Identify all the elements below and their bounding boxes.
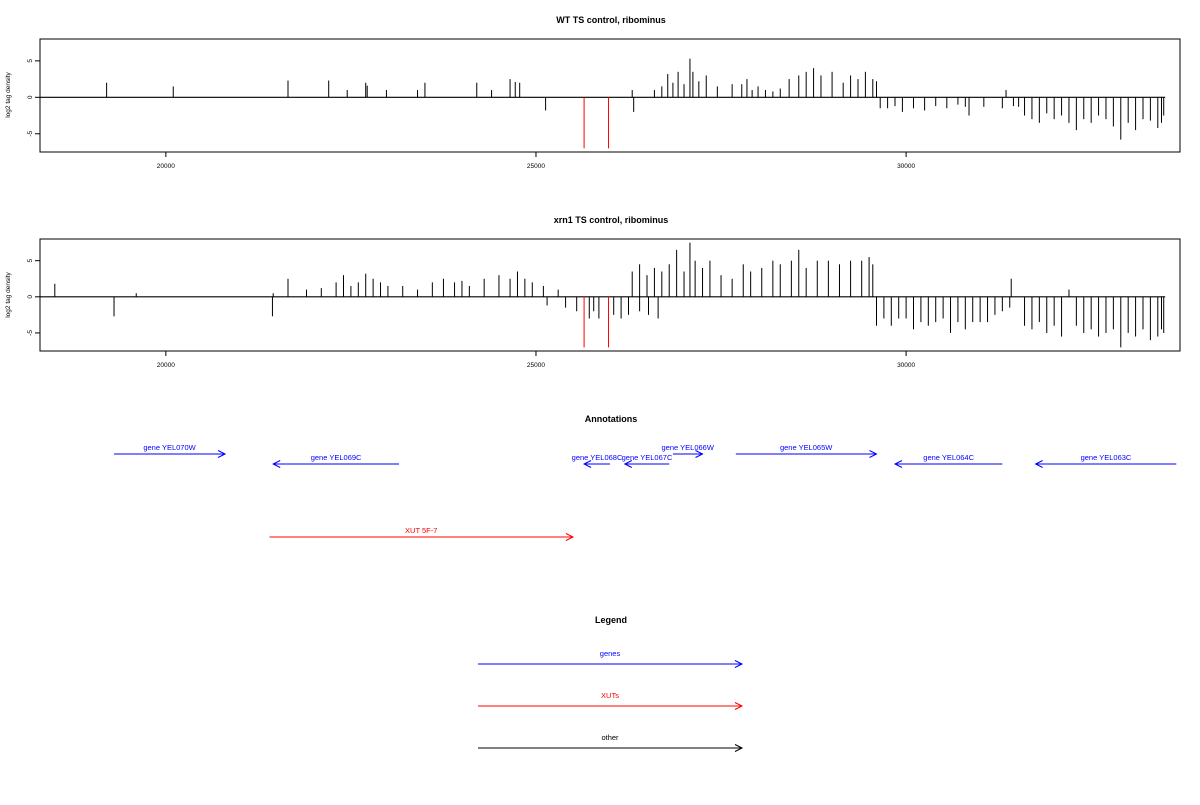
gene-arrow-head xyxy=(1034,460,1043,468)
gene-arrow-head xyxy=(272,460,281,468)
gene-label: gene YEL065W xyxy=(780,443,833,452)
gene-arrow-head xyxy=(582,460,592,468)
gene-arrow xyxy=(582,460,610,468)
annotations-title: Annotations xyxy=(585,414,638,424)
annotations-track: Annotations gene YEL070W gene YEL069C gene… xyxy=(114,414,1177,541)
gene-arrow xyxy=(623,460,670,468)
gene-arrow xyxy=(272,460,400,468)
legend-arrow-xut xyxy=(478,702,744,710)
panel-wt-title: WT TS control, ribominus xyxy=(556,15,666,25)
legend-label-xut: XUTs xyxy=(601,691,619,700)
x-tick-label-wt: 30000 xyxy=(897,163,915,170)
gene-label: gene YEL067C xyxy=(622,453,673,462)
gene-label: gene YEL069C xyxy=(311,453,362,462)
legend-arrow-other xyxy=(478,744,744,752)
gene-arrow xyxy=(114,450,227,458)
y-tick-label-xrn1: 5 xyxy=(27,258,34,262)
gene-arrow-head xyxy=(217,450,227,458)
panel-xrn1-ylabel: log2 tag density xyxy=(5,271,12,317)
y-tick-label-wt: -5 xyxy=(27,131,34,137)
x-tick-label-xrn1: 25000 xyxy=(527,362,545,369)
panel-wt: WT TS control, ribominus log2 tag densit… xyxy=(5,15,1181,170)
plot-frame-xrn1 xyxy=(39,238,1181,352)
gene-arrow xyxy=(672,450,704,458)
legend-arrow-gene-head xyxy=(734,660,744,668)
y-tick-label-xrn1: -5 xyxy=(27,330,34,336)
gene-arrow-head xyxy=(869,450,878,458)
x-tick-label-wt: 25000 xyxy=(527,163,545,170)
plot-frame-wt xyxy=(39,38,1181,153)
x-tick-label-wt: 20000 xyxy=(157,163,175,170)
legend-title: Legend xyxy=(595,615,627,625)
xut-arrow-head xyxy=(565,533,575,541)
gene-arrow xyxy=(735,450,878,458)
panel-wt-ylabel: log2 tag density xyxy=(5,71,12,117)
legend-arrow-other-head xyxy=(734,744,744,752)
gene-label: gene YEL066W xyxy=(662,443,715,452)
legend-label-gene: genes xyxy=(600,649,621,658)
gene-label: gene YEL068C xyxy=(572,453,623,462)
panel-xrn1: xrn1 TS control, ribominus log2 tag dens… xyxy=(5,215,1181,369)
xut-arrow xyxy=(269,533,575,541)
y-tick-label-wt: 5 xyxy=(27,59,34,63)
panel-xrn1-title: xrn1 TS control, ribominus xyxy=(554,215,669,225)
legend-arrow-gene xyxy=(478,660,744,668)
legend: Legend genes XUTs other xyxy=(478,615,744,752)
gene-arrow xyxy=(893,460,1003,468)
x-tick-label-xrn1: 20000 xyxy=(157,362,175,369)
y-tick-label-xrn1: 0 xyxy=(27,295,34,299)
gene-arrow-head xyxy=(623,460,633,468)
y-tick-label-wt: 0 xyxy=(27,95,34,99)
gene-label: gene YEL063C xyxy=(1081,453,1132,462)
gene-arrow-head xyxy=(893,460,903,468)
gene-arrow-head xyxy=(695,450,704,458)
legend-arrow-xut-head xyxy=(734,702,744,710)
gene-label: gene YEL070W xyxy=(143,443,196,452)
xut-label: XUT 5F-7 xyxy=(405,526,437,535)
legend-label-other: other xyxy=(601,733,619,742)
x-tick-label-xrn1: 30000 xyxy=(897,362,915,369)
gene-arrow xyxy=(1034,460,1177,468)
gene-label: gene YEL064C xyxy=(923,453,974,462)
